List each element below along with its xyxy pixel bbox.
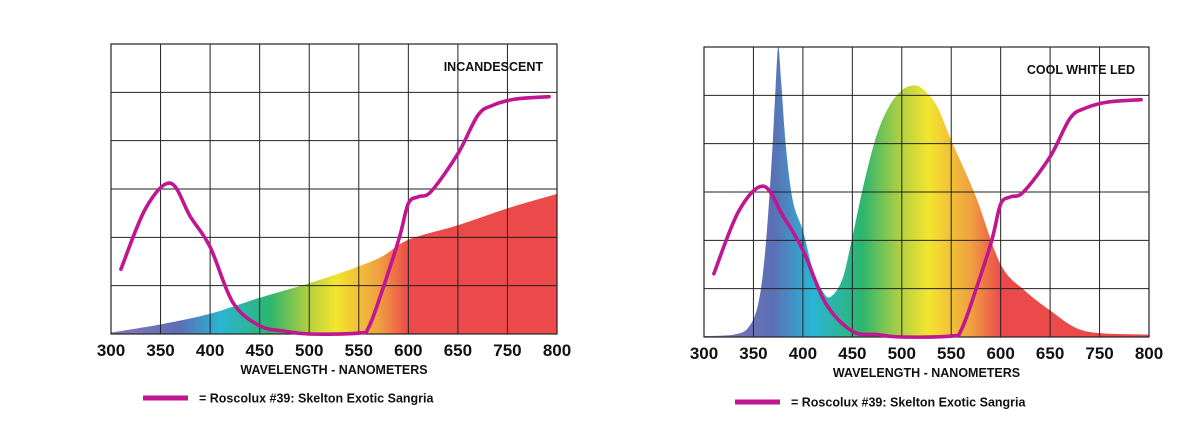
x-tick-label: 300 bbox=[97, 341, 125, 360]
x-tick-label: 500 bbox=[888, 344, 916, 363]
x-tick-label: 350 bbox=[739, 344, 767, 363]
legend-label: = Roscolux #39: Skelton Exotic Sangria bbox=[199, 392, 435, 406]
x-tick-label: 550 bbox=[345, 341, 373, 360]
x-tick-label: 550 bbox=[937, 344, 965, 363]
x-tick-label: 600 bbox=[394, 341, 422, 360]
filter-transmission-line bbox=[712, 97, 1143, 339]
x-tick-label: 800 bbox=[1135, 344, 1163, 363]
chart-2: COOL WHITE LED 300 350 400 450 500 550 600 650 75… bbox=[690, 46, 1163, 410]
x-tick-label: 750 bbox=[1085, 344, 1113, 363]
filter-transmission-line bbox=[119, 94, 551, 336]
x-tick-label: 650 bbox=[1036, 344, 1064, 363]
chart-title: INCANDESCENT bbox=[444, 60, 544, 74]
chart-1: INCANDESCENT 300 350 400 450 500 550 600 650 750 8… bbox=[97, 43, 571, 406]
x-tick-label: 350 bbox=[146, 341, 174, 360]
x-tick-label: 750 bbox=[493, 341, 521, 360]
x-tick-label: 400 bbox=[196, 341, 224, 360]
spectrum-area bbox=[111, 193, 557, 334]
x-tick-label: 450 bbox=[245, 341, 273, 360]
legend-label: = Roscolux #39: Skelton Exotic Sangria bbox=[791, 396, 1027, 410]
chart-title: COOL WHITE LED bbox=[1027, 63, 1135, 77]
x-tick-label: 450 bbox=[838, 344, 866, 363]
x-tick-label: 400 bbox=[789, 344, 817, 363]
x-tick-label: 650 bbox=[444, 341, 472, 360]
x-axis-label: WAVELENGTH - NANOMETERS bbox=[240, 363, 427, 377]
x-tick-label: 300 bbox=[690, 344, 718, 363]
x-tick-label: 500 bbox=[295, 341, 323, 360]
x-tick-label: 600 bbox=[986, 344, 1014, 363]
x-tick-label: 800 bbox=[543, 341, 571, 360]
x-axis-label: WAVELENGTH - NANOMETERS bbox=[833, 366, 1020, 380]
